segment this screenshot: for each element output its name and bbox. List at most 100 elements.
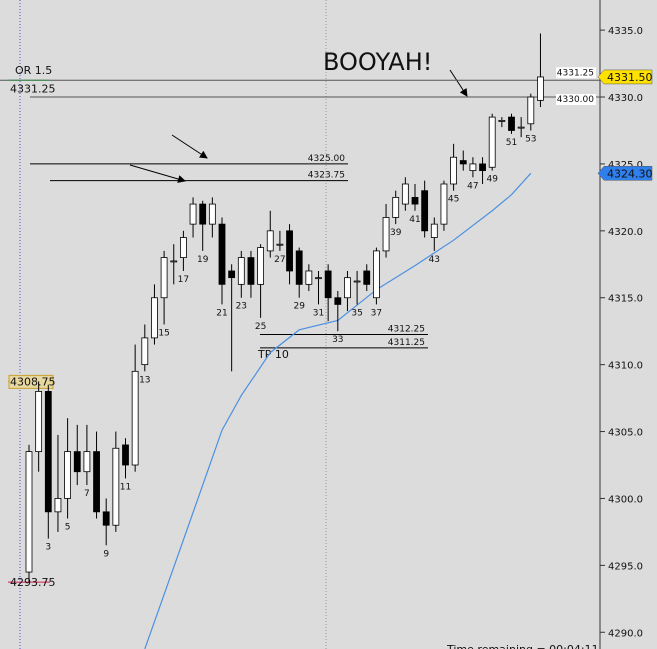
bar-number: 7 xyxy=(84,489,90,499)
candle-body xyxy=(382,217,390,252)
candle-body xyxy=(189,203,197,225)
y-tick-label: 4315.0 xyxy=(608,294,643,305)
bar-number: 53 xyxy=(525,134,536,144)
left-label: 4331.25 xyxy=(10,82,56,95)
candle-body xyxy=(344,277,351,299)
bar-number: 15 xyxy=(158,329,169,339)
candle-body xyxy=(537,76,544,101)
bar-number: 29 xyxy=(293,302,305,312)
arrow xyxy=(129,164,186,183)
candle-body xyxy=(363,270,371,285)
candle-body xyxy=(459,160,467,165)
candle-body xyxy=(334,297,342,305)
bar-number: 31 xyxy=(313,308,324,318)
candle-body xyxy=(64,451,71,499)
candle-body xyxy=(247,257,255,285)
bar-number: 9 xyxy=(103,549,109,559)
bar-number: 21 xyxy=(216,308,227,318)
candle-body xyxy=(73,451,81,473)
y-tick-label: 4330.0 xyxy=(608,93,643,104)
candle-body xyxy=(151,297,158,339)
bar-number: 11 xyxy=(120,482,131,492)
y-tick-label: 4310.0 xyxy=(608,361,643,372)
left-label: 4293.75 xyxy=(10,576,56,589)
candle-body xyxy=(102,511,110,526)
bar-number: 17 xyxy=(178,275,189,285)
candle-body xyxy=(440,183,448,225)
bar-number: 5 xyxy=(65,523,71,533)
candle-body xyxy=(295,250,303,285)
candle-body xyxy=(131,370,139,466)
candle-body xyxy=(266,230,274,252)
price-badge xyxy=(597,166,653,181)
candle-body xyxy=(469,163,477,172)
y-tick-label: 4295.0 xyxy=(608,561,643,572)
candle-body xyxy=(208,203,216,225)
candle-body xyxy=(372,250,380,299)
timer: Time remaining = 00:04:11 xyxy=(446,643,599,649)
level-label: 4325.00 xyxy=(308,154,345,164)
bar-number: 33 xyxy=(332,335,343,345)
candle-body xyxy=(488,116,496,168)
candle-body xyxy=(401,183,409,205)
bar-number: 39 xyxy=(390,228,402,238)
candle-body xyxy=(141,337,149,366)
candle-body xyxy=(170,260,178,263)
bar-number: 35 xyxy=(351,308,362,318)
bar-number: 19 xyxy=(197,255,209,265)
candle-body xyxy=(218,223,226,285)
candle-body xyxy=(324,270,332,299)
bar-number: 47 xyxy=(467,181,478,191)
candle-body xyxy=(35,391,43,453)
price-badge-label: 4331.50 xyxy=(607,71,653,84)
level-label: 4312.25 xyxy=(388,325,425,335)
label-box xyxy=(556,67,596,79)
bar-number: 45 xyxy=(448,195,459,205)
candle-body xyxy=(160,257,168,299)
label-box xyxy=(8,374,54,389)
annotation: BOOYAH! xyxy=(323,48,432,76)
candle-body xyxy=(199,203,207,225)
candle-body xyxy=(508,116,515,131)
candle-body xyxy=(257,247,265,285)
candle-body xyxy=(276,243,284,246)
candle-body xyxy=(237,257,245,285)
candle-body xyxy=(450,156,458,185)
candle-body xyxy=(421,190,429,232)
candle-body xyxy=(179,237,187,258)
candle-body xyxy=(122,444,129,466)
y-tick-label: 4325.0 xyxy=(608,160,643,171)
bar-number: 49 xyxy=(486,175,498,185)
candle-body xyxy=(228,270,236,279)
level-label: 4311.25 xyxy=(388,338,425,348)
bar-number: 37 xyxy=(371,308,382,318)
candle-body xyxy=(83,451,91,473)
annotation: TP 10 xyxy=(257,348,289,361)
candle-body xyxy=(25,451,33,573)
price-label: 4330.00 xyxy=(557,95,594,105)
bar-number: 27 xyxy=(274,255,285,265)
arrow xyxy=(171,134,208,159)
candle-body xyxy=(112,447,120,526)
candle-body xyxy=(54,498,62,513)
bar-number: 43 xyxy=(429,255,440,265)
bar-number: 41 xyxy=(409,215,420,225)
candle-body xyxy=(286,230,293,272)
bar-number: 23 xyxy=(236,302,247,312)
price-badge xyxy=(597,69,653,85)
y-tick-label: 4335.0 xyxy=(608,26,643,37)
candle-body xyxy=(93,451,100,513)
bar-number: 25 xyxy=(255,322,266,332)
candle-body xyxy=(315,277,322,280)
candle-body xyxy=(44,391,52,513)
candle-body xyxy=(392,196,400,218)
candle-body xyxy=(305,270,313,285)
candle-body xyxy=(353,280,361,283)
candle-body xyxy=(527,96,535,125)
y-tick-label: 4320.0 xyxy=(608,227,643,238)
y-tick-label: 4305.0 xyxy=(608,428,643,439)
bar-number: 51 xyxy=(506,138,517,148)
level-label: 4323.75 xyxy=(308,171,345,181)
label-box xyxy=(556,94,596,106)
